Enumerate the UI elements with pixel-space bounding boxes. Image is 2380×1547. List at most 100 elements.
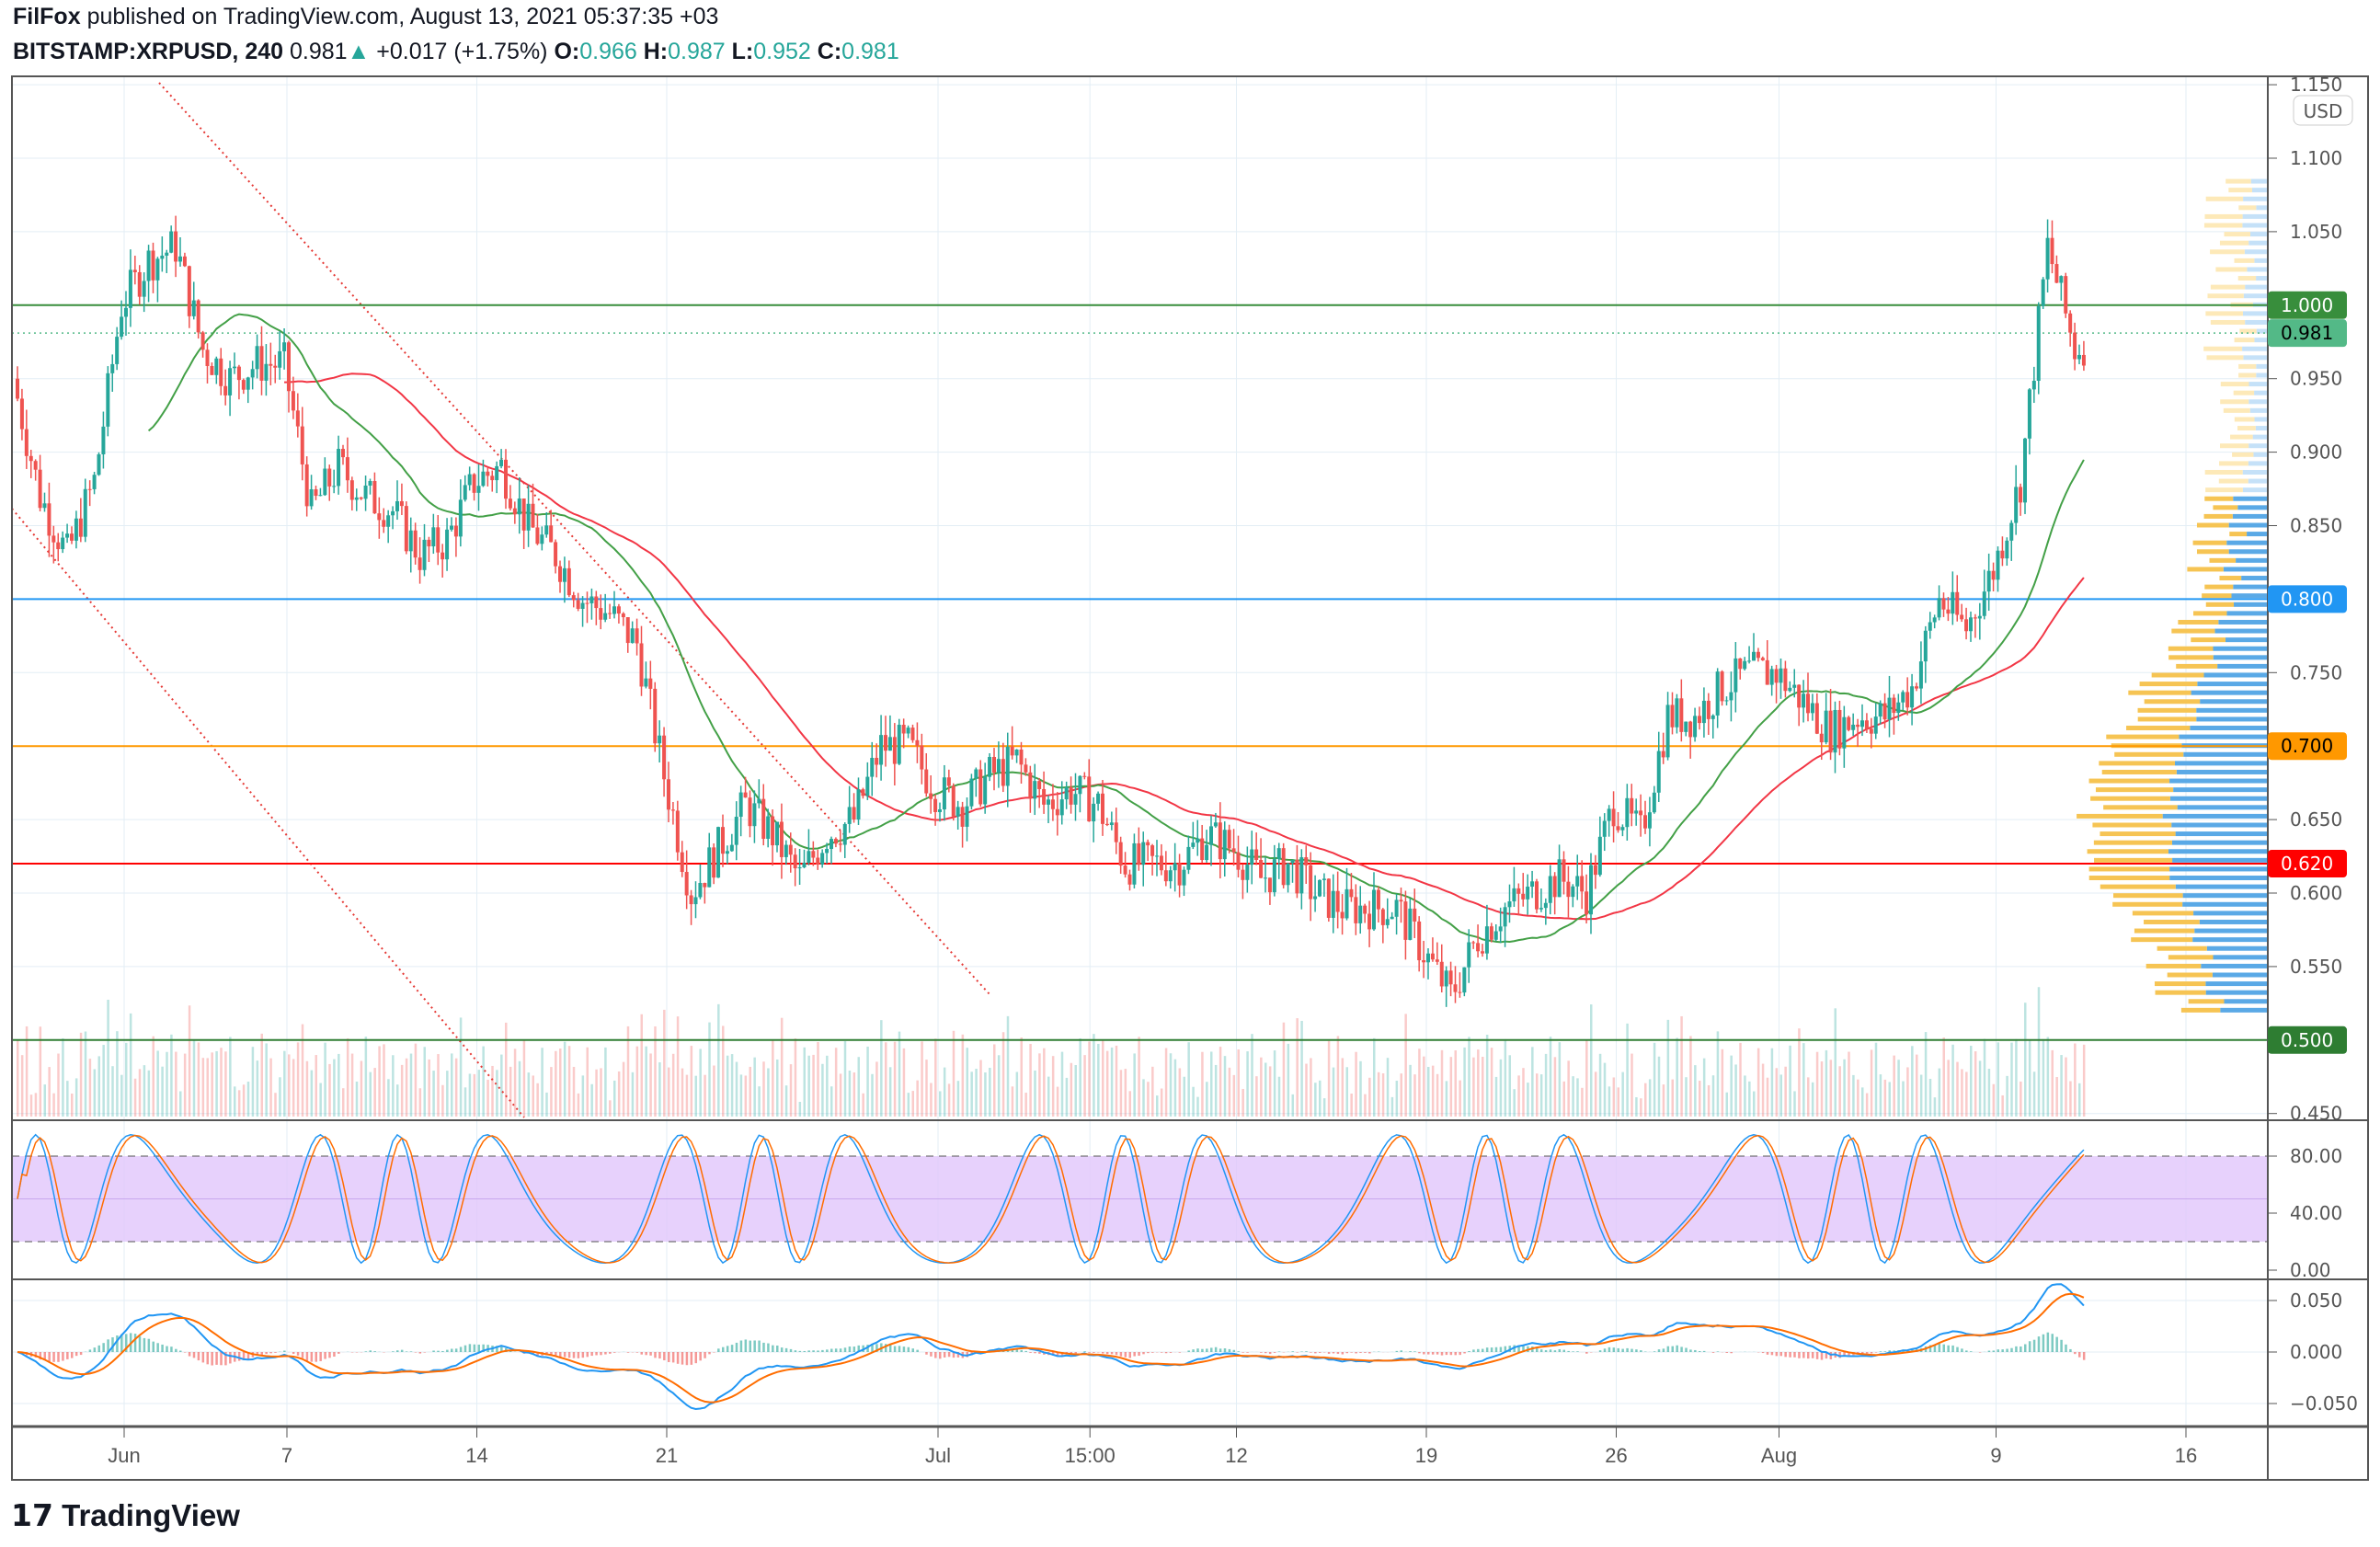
volume-bar bbox=[1902, 1081, 1905, 1117]
candle-body bbox=[1335, 890, 1340, 912]
trendline-upper[interactable] bbox=[158, 82, 990, 995]
candle-body bbox=[1507, 901, 1512, 908]
volume-profile-bar bbox=[2254, 258, 2268, 263]
trendline-lower[interactable] bbox=[11, 508, 525, 1118]
volume-bar bbox=[129, 1013, 132, 1117]
candle-body bbox=[793, 854, 797, 869]
volume-bar bbox=[807, 1055, 810, 1117]
candle-body bbox=[1309, 865, 1313, 900]
macd-histogram-bar bbox=[893, 1346, 897, 1352]
volume-bar bbox=[852, 1072, 856, 1117]
candle-body bbox=[1376, 889, 1380, 910]
volume-bar bbox=[1685, 1077, 1688, 1117]
macd-histogram-bar bbox=[1011, 1349, 1014, 1352]
volume-bar bbox=[1364, 1094, 1367, 1117]
macd-histogram-bar bbox=[1418, 1352, 1421, 1354]
author-name[interactable]: FilFox bbox=[13, 4, 81, 29]
volume-profile-bar bbox=[2217, 663, 2268, 669]
candle-body bbox=[1625, 797, 1630, 828]
volume-bar bbox=[812, 1054, 815, 1117]
candle-body bbox=[856, 789, 861, 820]
candle-body bbox=[1163, 870, 1168, 882]
currency-badge[interactable] bbox=[2293, 95, 2353, 126]
macd-histogram-bar bbox=[1423, 1352, 1425, 1355]
volume-bar bbox=[1156, 1095, 1159, 1117]
macd-histogram-bar bbox=[242, 1352, 246, 1360]
volume-bar bbox=[1567, 1060, 1570, 1117]
volume-profile-bar bbox=[2145, 963, 2202, 968]
macd-histogram-bar bbox=[1689, 1349, 1692, 1352]
volume-bar bbox=[888, 1067, 892, 1117]
volume-bar bbox=[803, 1047, 806, 1117]
macd-histogram-bar bbox=[1987, 1350, 1991, 1352]
candle-body bbox=[1639, 810, 1643, 816]
macd-histogram-bar bbox=[1459, 1352, 1461, 1356]
volume-profile-bar bbox=[2209, 557, 2237, 563]
volume-bar bbox=[392, 1055, 395, 1117]
macd-histogram-bar bbox=[604, 1352, 607, 1355]
volume-bar bbox=[645, 1046, 647, 1117]
stoch-k-line bbox=[17, 1133, 2085, 1265]
candle-body bbox=[404, 506, 408, 552]
macd-histogram-bar bbox=[934, 1352, 937, 1358]
macd-histogram-bar bbox=[898, 1346, 901, 1352]
macd-histogram-bar bbox=[1699, 1351, 1701, 1352]
volume-bar bbox=[921, 1041, 923, 1117]
volume-bar bbox=[246, 1082, 250, 1117]
volume-bar bbox=[1083, 1055, 1086, 1117]
candle-body bbox=[716, 827, 721, 878]
macd-histogram-bar bbox=[2082, 1352, 2086, 1360]
x-tick-label: 9 bbox=[1990, 1444, 2001, 1467]
candle-body bbox=[662, 735, 667, 780]
volume-bar bbox=[242, 1084, 246, 1117]
macd-histogram-bar bbox=[170, 1346, 173, 1352]
volume-bar bbox=[898, 1031, 901, 1117]
volume-bar bbox=[1377, 1071, 1380, 1117]
volume-profile-bar bbox=[2251, 188, 2268, 193]
candle-body bbox=[1471, 942, 1476, 944]
candle-body bbox=[549, 525, 554, 543]
volume-bar bbox=[1640, 1098, 1642, 1117]
candle-body bbox=[1069, 786, 1073, 805]
volume-bar bbox=[1829, 1060, 1833, 1117]
volume-bar bbox=[1454, 1050, 1457, 1117]
candle-body bbox=[1498, 926, 1503, 932]
volume-profile-bar bbox=[2137, 716, 2197, 722]
volume-bar bbox=[215, 1050, 218, 1117]
volume-bar bbox=[1928, 1078, 1932, 1117]
candle-body bbox=[1860, 720, 1864, 728]
volume-bar bbox=[1635, 1096, 1638, 1117]
volume-bar bbox=[1666, 1019, 1670, 1117]
macd-histogram-bar bbox=[1327, 1352, 1331, 1354]
candle-body bbox=[1173, 863, 1177, 871]
volume-profile-bar bbox=[2238, 363, 2257, 369]
tradingview-logo[interactable]: 𝟭𝟳 TradingView bbox=[11, 1497, 240, 1533]
candle-body bbox=[349, 480, 354, 500]
macd-histogram-bar bbox=[74, 1352, 78, 1357]
candle-body bbox=[1096, 793, 1101, 804]
volume-bar bbox=[1603, 1062, 1607, 1117]
volume-bar bbox=[1187, 1042, 1190, 1117]
candle-body bbox=[580, 602, 585, 609]
candle-body bbox=[788, 844, 793, 855]
volume-bar bbox=[1857, 1079, 1859, 1117]
candle-body bbox=[2005, 540, 2009, 559]
volume-profile-bar bbox=[2203, 672, 2268, 678]
candle-body bbox=[1670, 705, 1675, 728]
volume-bar bbox=[1395, 1081, 1399, 1117]
volume-bar bbox=[423, 1047, 426, 1117]
volume-bar bbox=[1911, 1046, 1914, 1117]
candle-body bbox=[495, 465, 499, 481]
candle-body bbox=[458, 499, 463, 537]
candle-body bbox=[368, 481, 372, 486]
candle-body bbox=[16, 378, 19, 399]
volume-profile-bar bbox=[2224, 232, 2251, 237]
macd-histogram-bar bbox=[237, 1352, 241, 1361]
volume-bar bbox=[907, 1093, 910, 1117]
volume-bar bbox=[71, 1094, 74, 1117]
volume-bar bbox=[600, 1068, 602, 1117]
symbol-name[interactable]: BITSTAMP:XRPUSD, 240 bbox=[13, 39, 284, 64]
candle-body bbox=[825, 849, 830, 854]
volume-profile-bar bbox=[2168, 849, 2268, 854]
